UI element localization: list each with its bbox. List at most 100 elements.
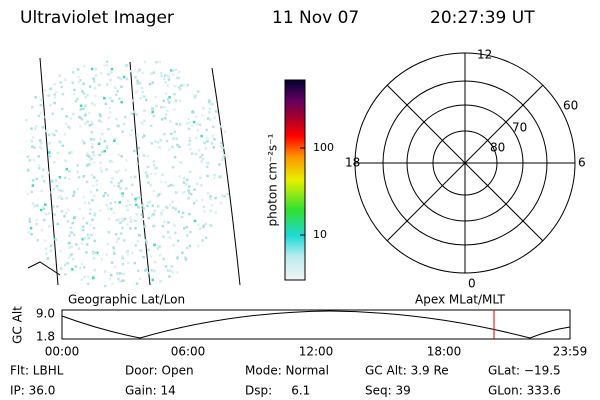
- speckle: [177, 70, 181, 73]
- speckle: [152, 269, 156, 272]
- speckle: [167, 184, 170, 188]
- speckle: [211, 204, 214, 207]
- speckle: [203, 210, 206, 213]
- speckle: [77, 80, 80, 84]
- speckle: [144, 239, 148, 242]
- speckle: [65, 115, 68, 118]
- speckle: [87, 111, 91, 115]
- speckle: [150, 142, 154, 145]
- speckle: [40, 147, 43, 150]
- speckle: [151, 214, 154, 217]
- speckle: [158, 253, 162, 257]
- speckle: [42, 207, 46, 210]
- speckle: [49, 104, 52, 107]
- speckle: [58, 176, 62, 179]
- speckle: [143, 225, 147, 228]
- speckle: [119, 77, 123, 81]
- speckle: [171, 166, 175, 169]
- speckle: [78, 266, 82, 270]
- speckle: [72, 190, 76, 194]
- speckle: [82, 82, 85, 85]
- speckle: [88, 212, 92, 215]
- speckle: [110, 160, 114, 164]
- speckle: [84, 113, 87, 117]
- speckle: [167, 78, 171, 81]
- speckle: [91, 151, 95, 154]
- speckle: [121, 262, 125, 266]
- speckle: [158, 60, 161, 64]
- speckle: [223, 130, 227, 133]
- speckle: [49, 244, 53, 248]
- speckle: [223, 153, 226, 157]
- speckle: [100, 170, 103, 173]
- speckle: [182, 181, 186, 184]
- speckle: [202, 226, 205, 229]
- speckle: [133, 175, 137, 179]
- speckle: [55, 90, 58, 94]
- speckle: [167, 101, 171, 104]
- speckle: [138, 249, 142, 252]
- speckle: [121, 219, 125, 222]
- speckle: [106, 144, 109, 148]
- speckle: [106, 194, 110, 197]
- speckle: [183, 190, 186, 194]
- speckle: [130, 218, 133, 222]
- speckle: [90, 67, 94, 71]
- speckle: [86, 93, 89, 97]
- speckle: [46, 171, 50, 174]
- speckle: [56, 222, 59, 226]
- speckle: [88, 124, 92, 127]
- speckle: [169, 269, 173, 273]
- speckle: [165, 139, 169, 143]
- speckle: [99, 167, 103, 170]
- speckle: [152, 71, 156, 74]
- speckle: [177, 76, 181, 80]
- speckle: [170, 69, 173, 72]
- speckle: [162, 257, 165, 261]
- speckle: [105, 168, 108, 171]
- speckle: [53, 161, 56, 164]
- speckle: [28, 159, 32, 162]
- coastline: [27, 261, 61, 276]
- speckle: [201, 114, 204, 117]
- speckle: [137, 233, 141, 237]
- speckle: [223, 195, 226, 198]
- speckle: [120, 179, 123, 183]
- speckle: [152, 213, 155, 216]
- speckle: [174, 68, 178, 72]
- speckle: [137, 206, 140, 209]
- speckle: [155, 60, 158, 64]
- speckle: [104, 191, 107, 195]
- speckle: [160, 211, 163, 215]
- speckle: [31, 105, 34, 109]
- speckle: [105, 204, 108, 207]
- speckle: [163, 220, 166, 224]
- speckle: [38, 164, 41, 167]
- speckle: [67, 177, 71, 181]
- speckle: [134, 244, 137, 247]
- speckle: [33, 146, 36, 149]
- speckle: [152, 160, 156, 163]
- speckle: [80, 262, 84, 266]
- speckle: [34, 96, 37, 99]
- speckle: [92, 276, 95, 280]
- speckle: [138, 69, 141, 72]
- speckle: [155, 166, 158, 170]
- speckle: [92, 161, 96, 164]
- speckle: [134, 75, 137, 79]
- speckle: [48, 142, 51, 145]
- speckle: [114, 170, 117, 173]
- speckle: [93, 86, 97, 90]
- speckle: [195, 115, 198, 118]
- speckle: [81, 237, 84, 241]
- speckle: [49, 87, 52, 91]
- speckle: [204, 222, 208, 225]
- speckle: [31, 202, 35, 205]
- speckle: [79, 79, 82, 82]
- speckle: [64, 273, 67, 276]
- speckle: [113, 252, 116, 255]
- speckle: [92, 138, 96, 141]
- speckle: [142, 154, 146, 157]
- speckle: [151, 107, 154, 110]
- speckle: [117, 153, 120, 156]
